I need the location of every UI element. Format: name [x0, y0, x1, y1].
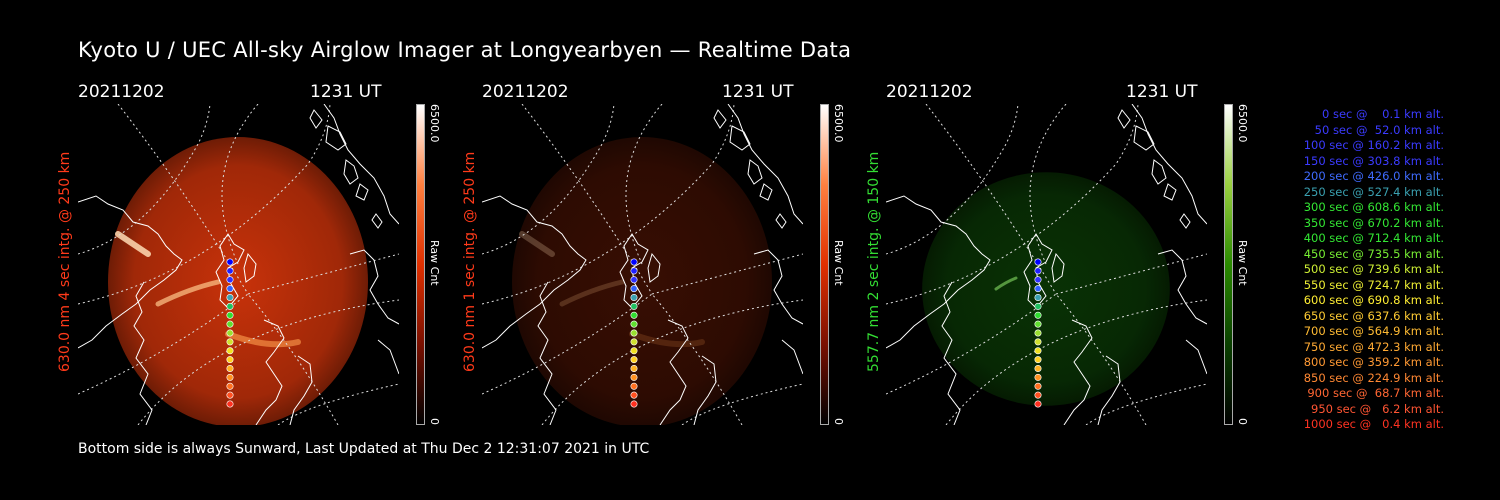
altitude-legend-row: 400 sec @ 712.4 km alt.: [1303, 231, 1444, 245]
panel-1-sky-image: [78, 104, 399, 425]
altitude-legend-row: 750 sec @ 472.3 km alt.: [1303, 339, 1444, 354]
panel-1-time: 1231 UT: [310, 82, 382, 102]
page-title: Kyoto U / UEC All-sky Airglow Imager at …: [78, 38, 852, 62]
altitude-legend-row: 0 sec @ 0.1 km alt.: [1321, 107, 1444, 121]
footer-note: Bottom side is always Sunward, Last Upda…: [78, 441, 650, 457]
panel-3-date: 20211202: [886, 82, 973, 102]
altitude-legend-row: 350 sec @ 670.2 km alt.: [1303, 215, 1444, 230]
panel-1-date: 20211202: [78, 82, 165, 102]
panel-1-colorbar-min: 0: [428, 418, 441, 425]
panel-2-ylabel: 630.0 nm 1 sec intg. @ 250 km: [462, 151, 478, 372]
panel-2-colorbar-min: 0: [832, 418, 845, 425]
altitude-legend-row: 650 sec @ 637.6 km alt.: [1303, 308, 1444, 323]
panel-1-ylabel: 630.0 nm 4 sec intg. @ 250 km: [57, 151, 73, 372]
altitude-legend-row: 700 sec @ 564.9 km alt.: [1303, 324, 1444, 338]
altitude-legend-row: 100 sec @ 160.2 km alt.: [1303, 138, 1444, 152]
altitude-legend-row: 850 sec @ 224.9 km alt.: [1303, 370, 1444, 385]
panel-1-colorbar: [416, 104, 425, 425]
altitude-legend-row: 1000 sec @ 0.4 km alt.: [1303, 417, 1444, 431]
panel-3-ylabel: 557.7 nm 2 sec intg. @ 150 km: [866, 151, 882, 372]
panel-3-colorbar-unit: Raw Cnt: [1236, 240, 1249, 286]
altitude-legend-row: 900 sec @ 68.7 km alt.: [1307, 386, 1444, 400]
altitude-legend-row: 250 sec @ 527.4 km alt.: [1303, 184, 1444, 199]
panel-1-colorbar-max: 6500.0: [428, 104, 441, 143]
panel-3-colorbar: [1224, 104, 1233, 425]
panel-3-colorbar-min: 0: [1236, 418, 1249, 425]
altitude-legend-row: 50 sec @ 52.0 km alt.: [1314, 122, 1444, 137]
panel-2-colorbar: [820, 104, 829, 425]
altitude-legend-row: 300 sec @ 608.6 km alt.: [1303, 200, 1444, 214]
altitude-legend: 0 sec @ 0.1 km alt. 50 sec @ 52.0 km alt.…: [1262, 107, 1444, 433]
altitude-legend-row: 500 sec @ 739.6 km alt.: [1303, 262, 1444, 276]
altitude-legend-row: 800 sec @ 359.2 km alt.: [1303, 355, 1444, 369]
altitude-legend-row: 150 sec @ 303.8 km alt.: [1303, 153, 1444, 168]
panel-1-colorbar-unit: Raw Cnt: [428, 240, 441, 286]
panel-2-date: 20211202: [482, 82, 569, 102]
altitude-legend-row: 600 sec @ 690.8 km alt.: [1303, 293, 1444, 307]
panel-2-time: 1231 UT: [722, 82, 794, 102]
panel-3-sky-image: [886, 104, 1207, 425]
altitude-legend-row: 550 sec @ 724.7 km alt.: [1303, 277, 1444, 292]
panel-2-colorbar-max: 6500.0: [832, 104, 845, 143]
panel-3-colorbar-max: 6500.0: [1236, 104, 1249, 143]
panel-3-time: 1231 UT: [1126, 82, 1198, 102]
altitude-legend-row: 950 sec @ 6.2 km alt.: [1311, 401, 1444, 416]
panel-2-sky-image: [482, 104, 803, 425]
altitude-legend-row: 450 sec @ 735.5 km alt.: [1303, 246, 1444, 261]
panel-2-colorbar-unit: Raw Cnt: [832, 240, 845, 286]
altitude-legend-row: 200 sec @ 426.0 km alt.: [1303, 169, 1444, 183]
